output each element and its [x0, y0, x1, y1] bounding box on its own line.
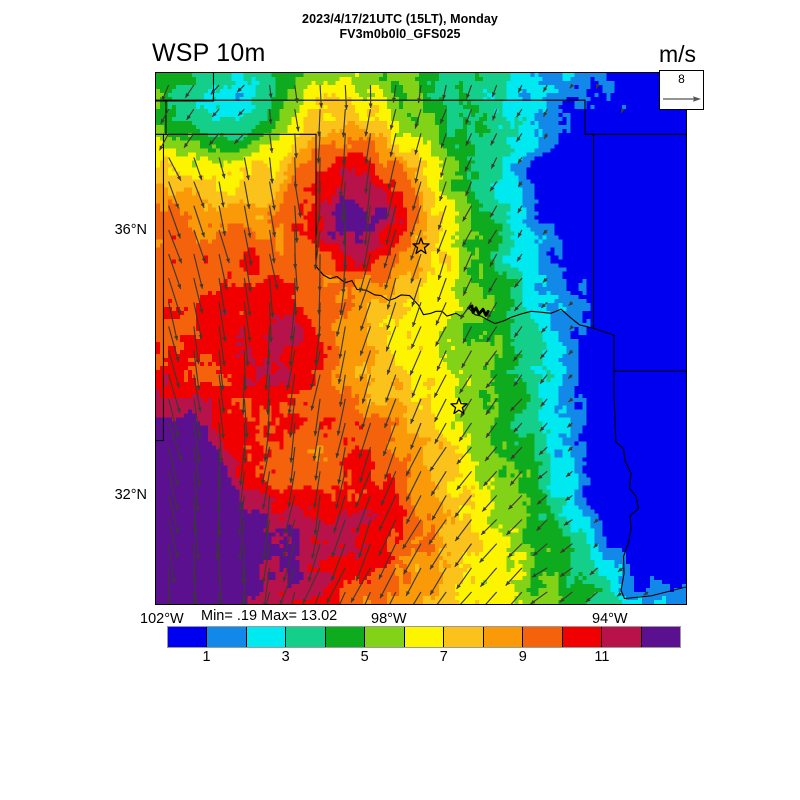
colorbar-swatch — [562, 627, 603, 647]
colorbar-swatch — [523, 627, 563, 647]
figure-header: 2023/4/17/21UTC (15LT), Monday FV3m0b0l0… — [0, 12, 800, 42]
wind-vector-field — [158, 83, 649, 604]
colorbar-tick: 9 — [518, 649, 527, 665]
windspeed-heatmap-canvas — [156, 73, 686, 604]
lake-texoma — [467, 304, 490, 317]
coastline-gulf — [624, 586, 686, 600]
colorbar-swatch — [246, 627, 287, 647]
units-label: m/s — [658, 41, 696, 67]
colorbar-swatch — [365, 627, 405, 647]
station-star-south-marker[interactable] — [450, 397, 468, 415]
colorbar-swatch — [602, 627, 642, 647]
colorbar-swatch — [286, 627, 326, 647]
station-star-north-marker[interactable] — [412, 237, 430, 255]
colorbar-tick: 1 — [202, 649, 211, 665]
colorbar-swatch — [207, 627, 247, 647]
vector-reference-legend: 8 — [659, 70, 704, 110]
colorbar-swatch — [325, 627, 366, 647]
border-red-river — [315, 265, 615, 336]
arrow-right-icon — [663, 96, 701, 102]
map-plot-area[interactable] — [155, 72, 687, 605]
colorbar-swatch — [404, 627, 445, 647]
header-datetime: 2023/4/17/21UTC (15LT), Monday — [302, 12, 498, 26]
colorbar-tick-labels: 1 3 5 7 9 11 — [167, 649, 681, 667]
colorbar-tick: 3 — [281, 649, 290, 665]
border-tx-la — [613, 334, 640, 600]
lon-label-98w: 98°W — [371, 611, 407, 627]
variable-title: WSP 10m — [152, 39, 266, 67]
colorbar-tick: 5 — [360, 649, 369, 665]
colorbar-swatches — [167, 626, 681, 648]
colorbar-swatch — [483, 627, 524, 647]
colorbar-swatch — [641, 627, 681, 647]
lat-label-32n: 32°N — [114, 487, 147, 503]
colorbar-tick: 11 — [594, 649, 610, 665]
colorbar-swatch — [168, 627, 208, 647]
lon-label-102w: 102°W — [140, 611, 184, 627]
lon-label-94w: 94°W — [592, 611, 628, 627]
colorbar: 1 3 5 7 9 11 — [167, 626, 681, 665]
border-nm-tx — [156, 133, 165, 442]
lat-label-36n: 36°N — [114, 222, 147, 238]
minmax-annotation: Min= .19 Max= 13.02 — [201, 608, 338, 624]
colorbar-swatch — [444, 627, 484, 647]
map-overlay-vectors-and-borders — [156, 73, 686, 604]
header-model: FV3m0b0l0_GFS025 — [339, 27, 461, 41]
colorbar-tick: 7 — [439, 649, 448, 665]
vector-reference-value: 8 — [678, 72, 685, 86]
